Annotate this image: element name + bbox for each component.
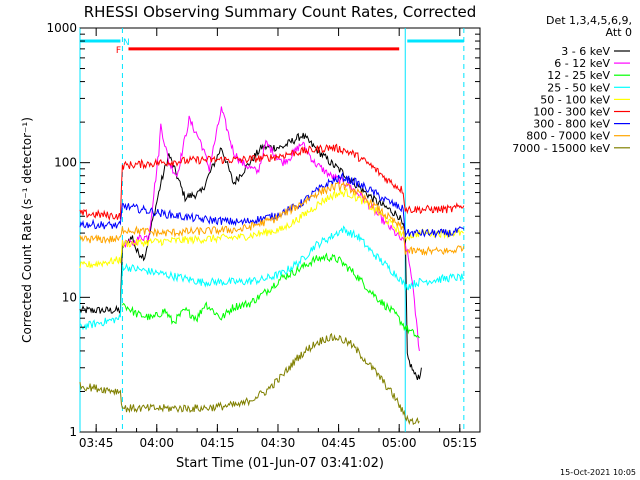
series-line-7000-15000-kev bbox=[79, 332, 420, 426]
y-axis-title: Corrected Count Rate (s⁻¹ detector⁻¹) bbox=[20, 117, 34, 343]
observing-bar-label-n: N bbox=[123, 38, 130, 48]
series-line-800-7000-kev bbox=[79, 181, 465, 257]
series-line-100-300-kev bbox=[79, 143, 465, 221]
series-line-3-6-kev bbox=[79, 132, 422, 381]
y-tick-label-1000: 1000 bbox=[46, 21, 77, 35]
legend-label-6-12-kev: 6 - 12 keV bbox=[554, 57, 610, 70]
x-axis-title: Start Time (01-Jun-07 03:41:02) bbox=[176, 456, 384, 471]
legend-label-800-7000-kev: 800 - 7000 keV bbox=[526, 130, 610, 143]
series-line-25-50-kev bbox=[79, 225, 465, 331]
plot-frame bbox=[79, 27, 481, 433]
series-line-50-100-kev bbox=[79, 188, 465, 269]
chart-title: RHESSI Observing Summary Count Rates, Co… bbox=[84, 3, 477, 21]
x-tick-label-04-45: 04:45 bbox=[321, 436, 356, 450]
x-tick-label-05-00: 05:00 bbox=[382, 436, 417, 450]
axes: 03:45 04:00 04:15 04:30 04:45 05:00 05:15 1 10 10… bbox=[46, 21, 481, 450]
y-tick-label-100: 100 bbox=[54, 156, 77, 170]
plot-timestamp: 15-Oct-2021 10:05 bbox=[560, 468, 636, 477]
legend-label-100-300-kev: 100 - 300 keV bbox=[533, 106, 610, 119]
y-tick-label-10: 10 bbox=[62, 290, 77, 304]
legend-label-3-6-kev: 3 - 6 keV bbox=[561, 45, 610, 58]
legend-header-line2: Att 0 bbox=[606, 26, 632, 39]
legend-label-50-100-kev: 50 - 100 keV bbox=[540, 93, 610, 106]
legend-label-7000-15000-kev: 7000 - 15000 keV bbox=[512, 142, 610, 155]
legend-header-line1: Det 1,3,4,5,6,9, bbox=[546, 14, 632, 27]
legend-label-25-50-kev: 25 - 50 keV bbox=[547, 81, 610, 94]
observing-bars: NF bbox=[80, 38, 464, 56]
series-line-12-25-kev bbox=[121, 252, 420, 339]
x-tick-label-03-45: 03:45 bbox=[79, 436, 114, 450]
x-tick-label-04-00: 04:00 bbox=[139, 436, 174, 450]
x-tick-label-04-30: 04:30 bbox=[261, 436, 296, 450]
observing-bar-label-f: F bbox=[116, 46, 121, 56]
legend-label-12-25-kev: 12 - 25 keV bbox=[547, 69, 610, 82]
series-line-300-800-kev bbox=[79, 171, 465, 239]
series-layer bbox=[79, 106, 465, 426]
legend-label-300-800-kev: 300 - 800 keV bbox=[533, 118, 610, 131]
plot-area bbox=[79, 27, 481, 433]
y-tick-label-1: 1 bbox=[69, 425, 77, 439]
x-tick-label-04-15: 04:15 bbox=[200, 436, 235, 450]
x-tick-label-05-15: 05:15 bbox=[443, 436, 478, 450]
